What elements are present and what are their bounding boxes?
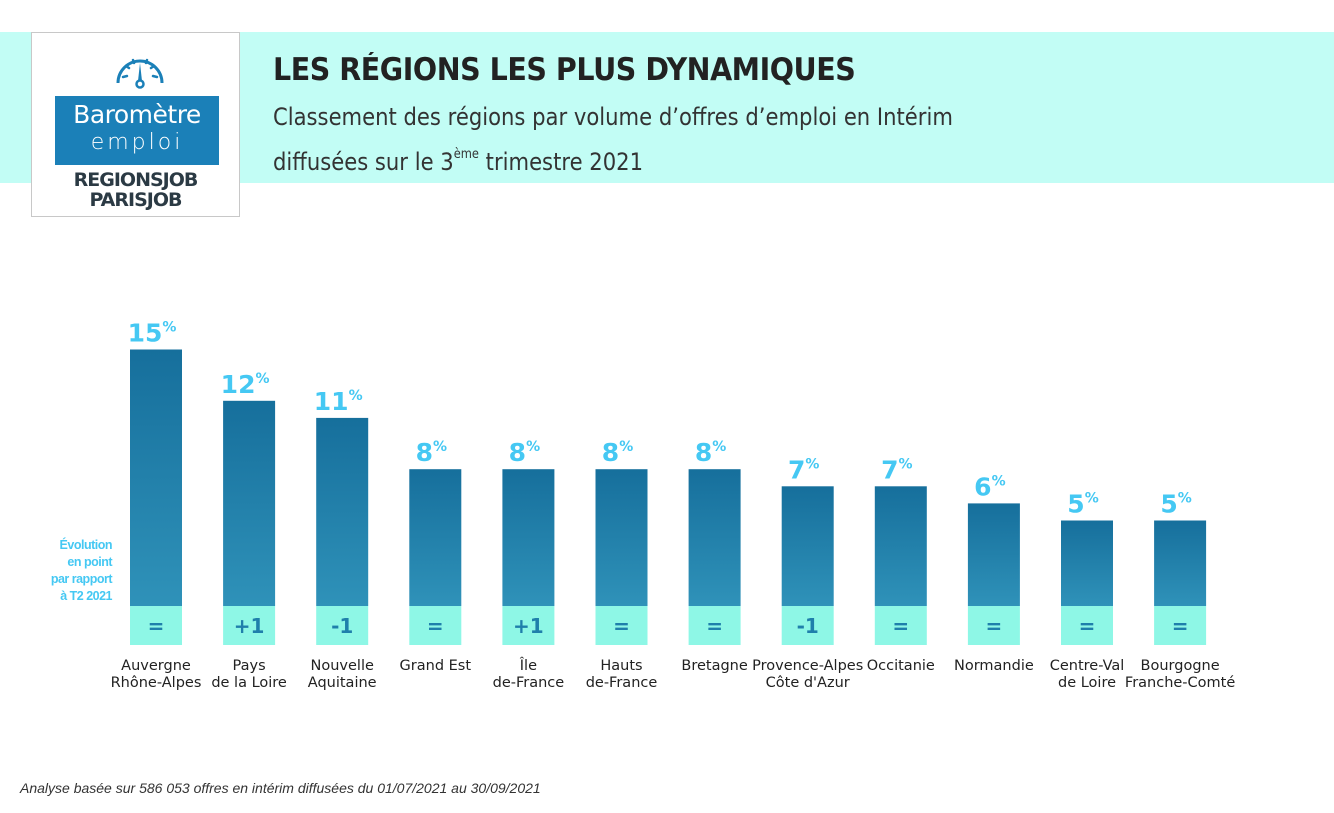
legend-note-line: en point <box>67 555 112 569</box>
category-label: Côte d'Azur <box>766 675 850 691</box>
evolution-box <box>1061 606 1113 645</box>
category-label: Franche-Comté <box>1125 675 1235 691</box>
category-label: Rhône-Alpes <box>111 675 202 691</box>
evolution-legend-note: Évolution en point par rapport à T2 2021 <box>30 537 113 605</box>
evolution-label: -1 <box>331 614 353 638</box>
category-label: Auvergne <box>121 658 191 674</box>
category-label: de Loire <box>1058 675 1116 691</box>
subtitle-line2: diffusées sur le 3ème trimestre 2021 <box>273 136 953 181</box>
value-label: 8% <box>695 438 726 467</box>
subtitle-line2-text: diffusées sur le 3 <box>273 148 454 176</box>
bar <box>130 349 182 606</box>
value-label: 11% <box>314 387 363 416</box>
category-label: Normandie <box>954 658 1034 674</box>
category-label: Pays <box>233 658 266 674</box>
evolution-label: = <box>613 614 630 638</box>
evolution-label: = <box>148 614 165 638</box>
category-label: Bourgogne <box>1141 658 1220 674</box>
subtitle-line1: Classement des régions par volume d’offr… <box>273 103 953 131</box>
bar <box>688 469 741 606</box>
value-label: 8% <box>416 438 447 467</box>
bar <box>874 486 927 606</box>
category-label: Occitanie <box>867 658 935 674</box>
category-label: Centre-Val <box>1050 658 1125 674</box>
evolution-box <box>967 606 1020 645</box>
value-label: 8% <box>509 438 540 467</box>
evolution-label: = <box>706 614 723 638</box>
page-title: LES RÉGIONS LES PLUS DYNAMIQUES <box>273 52 856 88</box>
logo-title-box: Baromètre emploi <box>55 96 219 165</box>
evolution-box <box>223 606 276 645</box>
bar <box>781 486 834 606</box>
bar <box>967 503 1020 606</box>
evolution-box <box>409 606 462 645</box>
footnote: Analyse basée sur 586 053 offres en inté… <box>20 780 541 796</box>
bar <box>595 469 648 606</box>
evolution-label: = <box>892 614 909 638</box>
bar <box>502 469 555 606</box>
page-subtitle: Classement des régions par volume d’offr… <box>273 98 953 181</box>
evolution-box <box>130 606 182 645</box>
bar <box>409 469 462 606</box>
category-label: de la Loire <box>211 675 287 691</box>
subtitle-superscript: ème <box>453 147 479 162</box>
evolution-box <box>502 606 555 645</box>
evolution-box <box>595 606 648 645</box>
logo-brand-regionsjob: REGIONSJOB <box>73 169 199 191</box>
logo-line1: Baromètre <box>73 100 201 129</box>
legend-note-line: Évolution <box>59 538 113 552</box>
bar <box>1061 520 1113 606</box>
barometre-logo: Baromètre emploi REGIONSJOB PARISJOB <box>31 32 240 217</box>
category-label: Hauts <box>600 658 642 674</box>
category-label: Provence-Alpes <box>752 658 863 674</box>
evolution-box <box>316 606 369 645</box>
bar <box>316 417 369 606</box>
evolution-box <box>781 606 834 645</box>
evolution-label: = <box>427 614 444 638</box>
evolution-label: = <box>986 614 1003 638</box>
evolution-label: -1 <box>797 614 819 638</box>
evolution-label: +1 <box>234 614 265 638</box>
legend-note-line: par rapport <box>50 572 113 586</box>
evolution-label: +1 <box>513 614 544 638</box>
bar <box>223 400 276 606</box>
legend-note-line: à T2 2021 <box>60 589 112 603</box>
value-label: 5% <box>1160 490 1191 519</box>
subtitle-line2-end: trimestre 2021 <box>478 148 644 176</box>
value-label: 7% <box>881 455 912 484</box>
category-label: de-France <box>493 675 565 691</box>
category-label: Nouvelle <box>311 658 374 674</box>
category-label: de-France <box>586 675 658 691</box>
evolution-box <box>874 606 927 645</box>
value-label: 12% <box>221 370 270 399</box>
logo-brand-parisjob: PARISJOB <box>89 189 183 211</box>
value-label: 8% <box>602 438 633 467</box>
logo-line2: emploi <box>90 130 184 155</box>
evolution-label: = <box>1172 614 1189 638</box>
evolution-box <box>1154 606 1207 645</box>
value-label: 5% <box>1067 490 1098 519</box>
category-label: Île <box>519 656 537 674</box>
category-label: Bretagne <box>681 658 747 674</box>
category-label: Aquitaine <box>308 675 377 691</box>
category-label: Grand Est <box>400 658 472 674</box>
bar <box>1154 520 1207 606</box>
evolution-box <box>688 606 741 645</box>
evolution-label: = <box>1079 614 1096 638</box>
value-label: 7% <box>788 455 819 484</box>
gauge-icon <box>116 58 164 89</box>
value-label: 6% <box>974 472 1005 501</box>
value-label: 15% <box>128 319 177 348</box>
